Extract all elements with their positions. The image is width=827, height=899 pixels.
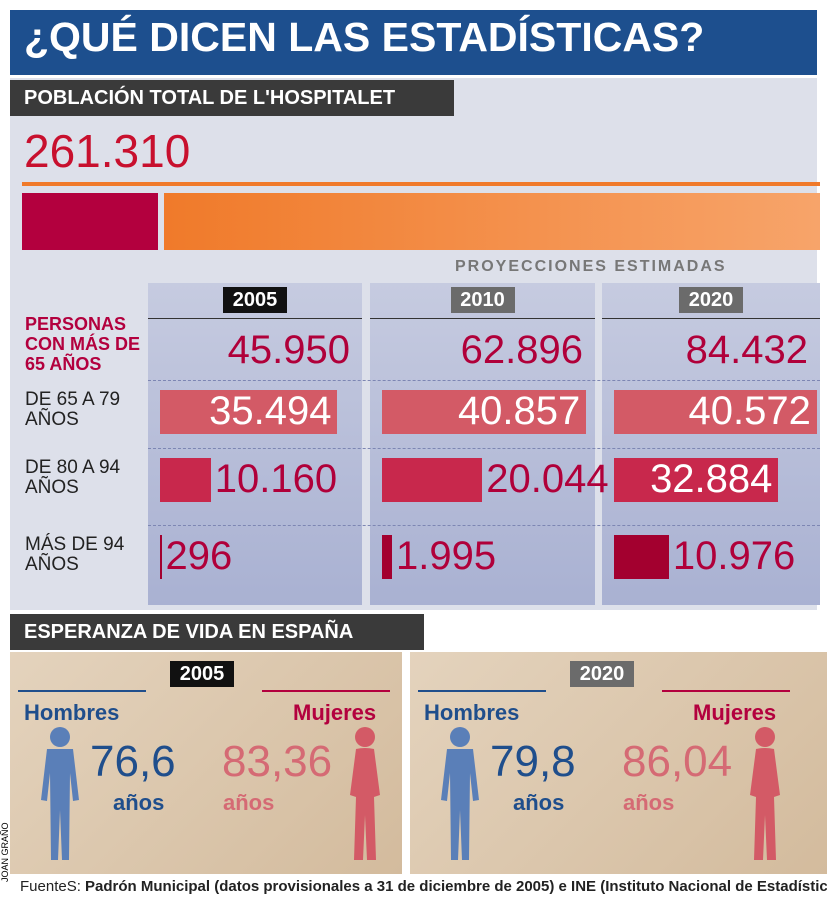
bar-value: 35.494 bbox=[160, 389, 331, 434]
title: ¿QUÉ DICEN LAS ESTADÍSTICAS? bbox=[24, 14, 704, 61]
women-rule bbox=[262, 690, 390, 692]
bar-value: 10.976 bbox=[673, 534, 795, 579]
year-rule bbox=[370, 318, 595, 319]
rule bbox=[22, 182, 820, 186]
male-figure bbox=[435, 725, 485, 865]
total-value: 84.432 bbox=[602, 328, 808, 373]
female-figure bbox=[740, 725, 790, 865]
men-unit: años bbox=[113, 790, 164, 816]
men-value: 79,8 bbox=[490, 737, 576, 787]
row-label: DE 65 A 79 AÑOS bbox=[25, 390, 150, 430]
men-rule bbox=[18, 690, 146, 692]
bar-value: 10.160 bbox=[215, 457, 337, 502]
bar-value: 40.572 bbox=[614, 389, 811, 434]
bar-value: 20.044 bbox=[486, 457, 608, 502]
women-rule bbox=[662, 690, 790, 692]
year-label: 2005 bbox=[223, 287, 287, 313]
source-line: FuenteS: Padrón Municipal (datos provisi… bbox=[20, 878, 827, 895]
men-label: Hombres bbox=[424, 700, 519, 726]
row-divider bbox=[148, 380, 820, 381]
bar bbox=[160, 458, 211, 502]
row-label: PERSONAS CON MÁS DE 65 AÑOS bbox=[25, 314, 150, 374]
total-value: 62.896 bbox=[370, 328, 583, 373]
credit: JOAN GRAÑO bbox=[0, 822, 12, 882]
projections-subtitle: PROYECCIONES ESTIMADAS bbox=[455, 258, 727, 276]
bar-value: 296 bbox=[165, 534, 232, 579]
bar bbox=[160, 535, 162, 579]
women-label: Mujeres bbox=[693, 700, 776, 726]
row-label: MÁS DE 94 AÑOS bbox=[25, 535, 150, 575]
source: Padrón Municipal (datos provisionales a … bbox=[85, 878, 827, 895]
infographic: ¿QUÉ DICEN LAS ESTADÍSTICAS? POBLACIÓN T… bbox=[0, 0, 827, 899]
life-heading: ESPERANZA DE VIDA EN ESPAÑA bbox=[10, 614, 424, 650]
total-value: 45.950 bbox=[148, 328, 350, 373]
bar bbox=[382, 535, 392, 579]
women-value: 86,04 bbox=[622, 737, 732, 787]
women-label: Mujeres bbox=[293, 700, 376, 726]
bar-value: 32.884 bbox=[614, 457, 772, 502]
women-value: 83,36 bbox=[222, 737, 332, 787]
women-unit: años bbox=[223, 790, 274, 816]
bar-value: 40.857 bbox=[382, 389, 580, 434]
male-figure bbox=[35, 725, 85, 865]
men-unit: años bbox=[513, 790, 564, 816]
year-rule bbox=[602, 318, 820, 319]
row-label: DE 80 A 94 AÑOS bbox=[25, 458, 150, 498]
year-label: 2005 bbox=[170, 661, 234, 687]
year-label: 2010 bbox=[451, 287, 515, 313]
bar-over-65 bbox=[22, 193, 158, 250]
population-heading: POBLACIÓN TOTAL DE L'HOSPITALET bbox=[10, 80, 454, 116]
men-rule bbox=[418, 690, 546, 692]
row-divider bbox=[148, 448, 820, 449]
bar-total bbox=[164, 193, 820, 250]
women-unit: años bbox=[623, 790, 674, 816]
bar-value: 1.995 bbox=[396, 534, 496, 579]
year-label: 2020 bbox=[679, 287, 743, 313]
year-rule bbox=[148, 318, 362, 319]
population-total: 261.310 bbox=[24, 124, 190, 178]
female-figure bbox=[340, 725, 390, 865]
row-divider bbox=[148, 525, 820, 526]
year-label: 2020 bbox=[570, 661, 634, 687]
bar bbox=[614, 535, 669, 579]
source-label: FuenteS: bbox=[20, 878, 81, 895]
men-value: 76,6 bbox=[90, 737, 176, 787]
bar bbox=[382, 458, 482, 502]
men-label: Hombres bbox=[24, 700, 119, 726]
